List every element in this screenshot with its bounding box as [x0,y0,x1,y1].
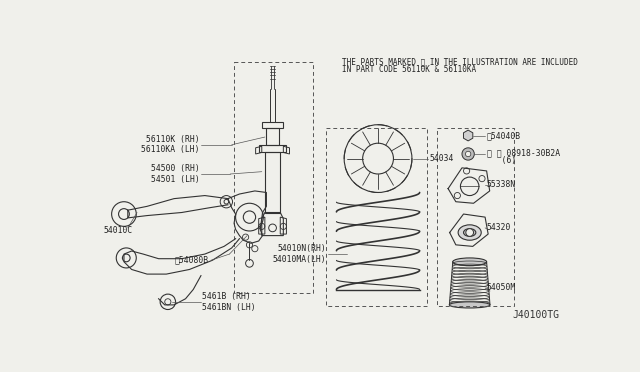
Text: ※54080B: ※54080B [175,256,209,265]
Ellipse shape [452,258,486,266]
Bar [234,62,312,293]
Text: 54320: 54320 [486,224,511,232]
Text: 54034: 54034 [429,154,454,163]
Text: 55338N: 55338N [486,180,516,189]
Text: 56110K (RH)
56110KA (LH): 56110K (RH) 56110KA (LH) [141,135,200,154]
Text: ※ Ⓝ 08918-30B2A: ※ Ⓝ 08918-30B2A [486,148,560,157]
Text: 5461B (RH)
5461BN (LH): 5461B (RH) 5461BN (LH) [202,292,256,311]
Text: (6): (6) [486,155,516,165]
Text: J40100TG: J40100TG [512,310,559,320]
Circle shape [454,192,460,199]
Circle shape [465,151,471,157]
Circle shape [479,176,485,182]
Circle shape [463,168,470,174]
Text: 54500 (RH)
54501 (LH): 54500 (RH) 54501 (LH) [150,164,200,184]
Ellipse shape [458,225,481,240]
Text: 54050M: 54050M [486,283,516,292]
Text: ※54040B: ※54040B [486,131,521,140]
Circle shape [466,229,474,236]
Bar [437,128,515,307]
Text: 54010C: 54010C [103,227,132,235]
Circle shape [462,148,474,160]
Text: IN PART CODE 56110K & 56110KA: IN PART CODE 56110K & 56110KA [342,65,476,74]
Text: THE PARTS MARKED ※ IN THE ILLUSTRATION ARE INCLUDED: THE PARTS MARKED ※ IN THE ILLUSTRATION A… [342,57,578,66]
Ellipse shape [449,302,490,308]
Bar [326,128,427,307]
Ellipse shape [463,229,476,236]
Text: 54010N(RH)
54010MA(LH): 54010N(RH) 54010MA(LH) [273,244,326,264]
